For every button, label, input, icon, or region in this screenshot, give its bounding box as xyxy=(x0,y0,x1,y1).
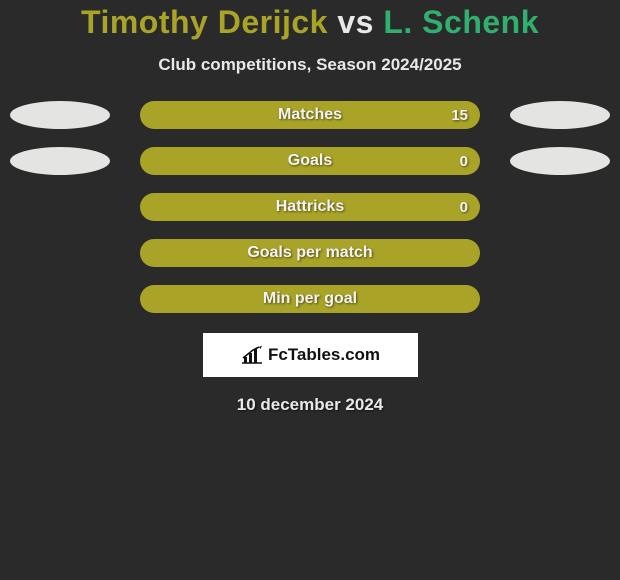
stat-label: Hattricks xyxy=(276,198,344,216)
stat-label: Goals xyxy=(288,152,332,170)
stat-row: Hattricks 0 xyxy=(0,193,620,221)
stat-label: Goals per match xyxy=(247,244,372,262)
stat-row: Goals 0 xyxy=(0,147,620,175)
bar-chart-icon xyxy=(240,345,264,365)
stat-label: Min per goal xyxy=(263,290,357,308)
stat-value-right: 15 xyxy=(451,107,468,124)
stat-value-right: 0 xyxy=(460,199,468,216)
date-text: 10 december 2024 xyxy=(0,395,620,415)
brand-box: FcTables.com xyxy=(203,333,418,377)
brand-text: FcTables.com xyxy=(268,345,380,365)
stat-label: Matches xyxy=(278,106,342,124)
stats-rows: Matches 15 Goals 0 Hattricks 0 Goals per match… xyxy=(0,101,620,313)
stat-row: Matches 15 xyxy=(0,101,620,129)
stat-value-right: 0 xyxy=(460,153,468,170)
player1-ellipse-icon xyxy=(10,147,110,175)
stat-row: Goals per match xyxy=(0,239,620,267)
player2-ellipse-icon xyxy=(510,147,610,175)
player2-name: L. Schenk xyxy=(383,4,539,40)
stat-bar: Hattricks 0 xyxy=(140,193,480,221)
stat-bar: Min per goal xyxy=(140,285,480,313)
subtitle: Club competitions, Season 2024/2025 xyxy=(0,55,620,75)
stat-bar: Goals per match xyxy=(140,239,480,267)
stat-bar: Goals 0 xyxy=(140,147,480,175)
stat-row: Min per goal xyxy=(0,285,620,313)
player1-name: Timothy Derijck xyxy=(81,4,328,40)
player2-ellipse-icon xyxy=(510,101,610,129)
vs-text: vs xyxy=(337,4,374,40)
page-title: Timothy Derijck vs L. Schenk xyxy=(0,4,620,41)
player1-ellipse-icon xyxy=(10,101,110,129)
comparison-container: Timothy Derijck vs L. Schenk Club compet… xyxy=(0,0,620,415)
stat-bar: Matches 15 xyxy=(140,101,480,129)
